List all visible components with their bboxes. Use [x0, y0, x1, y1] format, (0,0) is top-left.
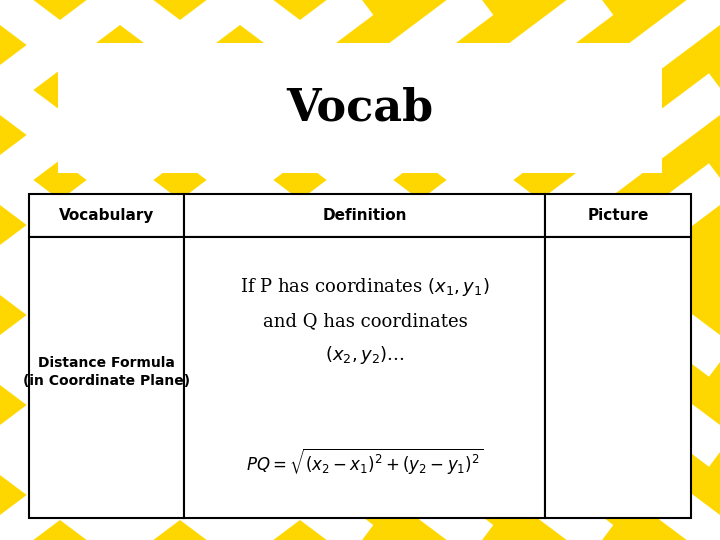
Bar: [29, 194, 184, 237]
Text: Vocab: Vocab: [287, 86, 433, 130]
Bar: [184, 237, 546, 518]
Text: Vocabulary: Vocabulary: [59, 208, 154, 223]
Text: $PQ = \sqrt{(x_2 - x_1)^2 + (y_2 - y_1)^2}$: $PQ = \sqrt{(x_2 - x_1)^2 + (y_2 - y_1)^…: [246, 447, 484, 477]
Text: Distance Formula
(in Coordinate Plane): Distance Formula (in Coordinate Plane): [23, 356, 190, 388]
Bar: [546, 237, 691, 518]
Bar: [58, 43, 662, 173]
Text: Picture: Picture: [588, 208, 649, 223]
Text: Definition: Definition: [323, 208, 408, 223]
Text: and Q has coordinates: and Q has coordinates: [263, 312, 467, 330]
Bar: [184, 194, 546, 237]
Bar: [546, 194, 691, 237]
Text: $(x_2, y_2)$...: $(x_2, y_2)$...: [325, 345, 405, 366]
Text: If P has coordinates $(x_1, y_1)$: If P has coordinates $(x_1, y_1)$: [240, 276, 490, 298]
Bar: [29, 237, 184, 518]
